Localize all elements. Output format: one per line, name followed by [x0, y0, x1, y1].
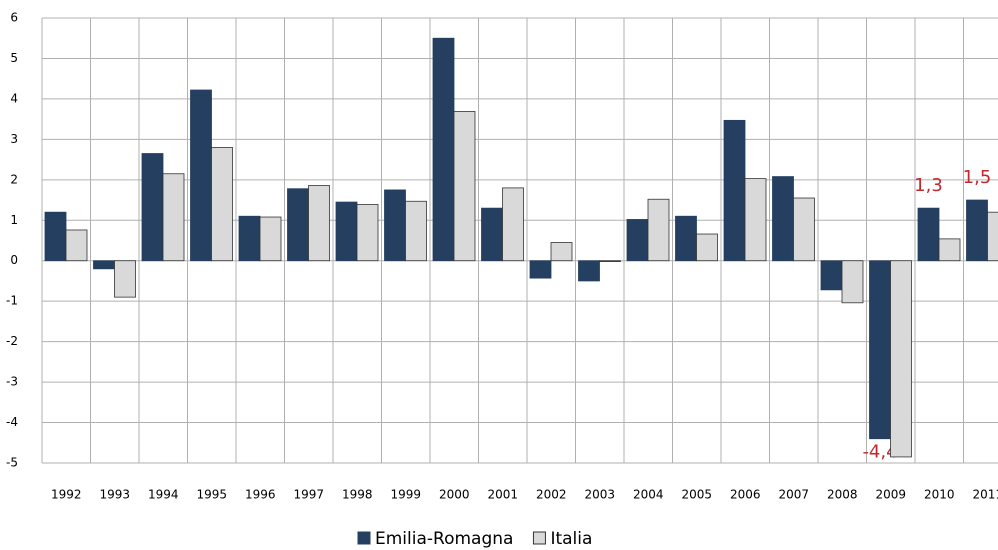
y-tick-label: -1	[6, 294, 18, 308]
y-tick-label: 3	[10, 132, 18, 146]
x-tick-label: 2005	[681, 488, 712, 502]
x-tick-label: 2007	[778, 488, 809, 502]
legend-swatch	[357, 531, 371, 545]
legend-label: Italia	[550, 529, 592, 549]
bar	[550, 242, 573, 262]
x-tick-label: 2010	[924, 488, 955, 502]
bar	[432, 37, 455, 262]
bar	[938, 238, 961, 262]
bar	[162, 173, 185, 262]
y-tick-label: 6	[10, 11, 18, 25]
bar	[987, 211, 998, 262]
bar	[141, 153, 164, 262]
bar	[238, 215, 261, 262]
x-tick-label: 1995	[196, 488, 227, 502]
bar	[869, 260, 891, 440]
x-tick-label: 2009	[875, 488, 906, 502]
y-tick-label: 5	[10, 51, 18, 65]
x-tick-label: 2003	[584, 488, 615, 502]
x-tick-label: 1994	[148, 488, 179, 502]
y-tick-label: -2	[6, 334, 18, 348]
bar	[259, 216, 282, 262]
y-tick-label: 2	[10, 172, 18, 186]
bar	[453, 111, 476, 262]
y-tick-label: 1	[10, 213, 18, 227]
bar	[190, 89, 212, 262]
bar	[405, 200, 427, 262]
bar	[502, 187, 524, 262]
y-tick-label: 4	[10, 91, 18, 105]
bar	[529, 260, 552, 279]
y-tick-label: -3	[6, 375, 18, 389]
bar	[696, 233, 718, 262]
bar	[599, 260, 621, 262]
bar	[308, 185, 330, 262]
y-tick-label: -5	[6, 456, 18, 470]
data-label: 1,3	[914, 175, 943, 196]
bar	[93, 260, 115, 270]
bar	[114, 260, 136, 298]
bar	[287, 188, 309, 262]
y-tick-label: -4	[6, 415, 18, 429]
bar	[723, 119, 746, 262]
x-tick-label: 2004	[633, 488, 664, 502]
x-tick-label: 2001	[487, 488, 518, 502]
bar	[820, 260, 843, 291]
bar	[890, 260, 912, 458]
bar	[675, 215, 697, 262]
bar	[744, 178, 767, 262]
x-tick-label: 2000	[439, 488, 470, 502]
x-tick-label: 1999	[390, 488, 421, 502]
x-tick-label: 2002	[536, 488, 567, 502]
bar	[626, 219, 649, 262]
x-tick-label: 2006	[730, 488, 761, 502]
bar	[481, 207, 503, 262]
x-tick-label: 1998	[342, 488, 373, 502]
x-tick-label: 1993	[99, 488, 130, 502]
x-tick-label: 1997	[293, 488, 324, 502]
bar	[917, 207, 940, 262]
bar	[578, 260, 600, 282]
x-tick-label: 2008	[827, 488, 858, 502]
x-tick-label: 1996	[245, 488, 276, 502]
x-tick-label: 1992	[51, 488, 82, 502]
bar	[841, 260, 864, 304]
bar	[65, 229, 88, 262]
bar	[211, 147, 233, 262]
y-tick-label: 0	[10, 253, 18, 267]
bar	[384, 189, 406, 262]
bar	[793, 197, 815, 262]
bar	[44, 211, 67, 262]
bar	[772, 176, 794, 262]
bar	[966, 199, 988, 262]
bar	[647, 198, 670, 262]
bar	[356, 204, 379, 262]
data-label: 1,5	[963, 167, 992, 188]
bar	[335, 201, 358, 262]
data-label: -4,4	[862, 442, 897, 463]
legend-swatch	[532, 531, 546, 545]
legend-label: Emilia-Romagna	[375, 529, 513, 549]
